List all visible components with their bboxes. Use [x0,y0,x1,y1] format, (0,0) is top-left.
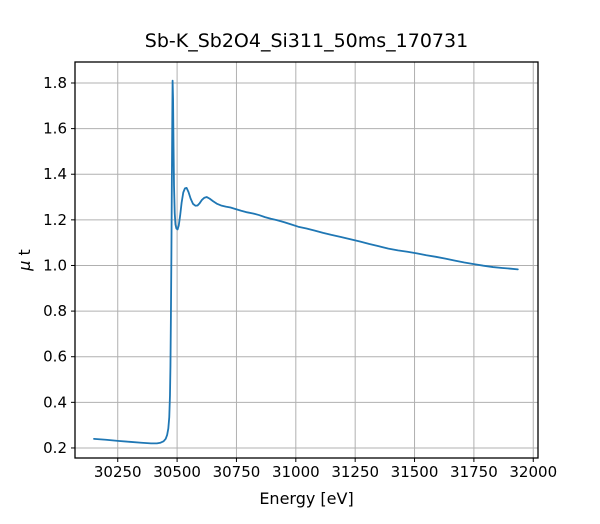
x-tick-label: 31750 [450,463,498,481]
y-axis-label-mu: μ [15,261,34,272]
plot-area [75,62,538,458]
y-tick-label: 1.2 [43,211,67,229]
axes-frame [74,61,539,459]
y-axis-label: μ t [15,249,34,272]
spectrum-line [93,79,519,445]
y-tick-label: 1.8 [43,74,67,92]
x-tick-label: 30250 [94,463,142,481]
y-tick-label: 0.8 [43,302,67,320]
y-tick-label: 0.6 [43,348,67,366]
y-tick-label: 1.6 [43,120,67,138]
x-tick-label: 31500 [391,463,439,481]
chart-title: Sb-K_Sb2O4_Si311_50ms_170731 [145,30,468,52]
y-tick-label: 0.2 [43,439,67,457]
x-tick-label: 30750 [213,463,261,481]
x-axis-label: Energy [eV] [259,489,353,508]
x-tick-label: 31000 [272,463,320,481]
x-tick-label: 30500 [153,463,201,481]
y-tick-label: 1.0 [43,256,67,274]
x-tick-label: 31250 [331,463,379,481]
y-tick-label: 1.4 [43,165,67,183]
y-tick-label: 0.4 [43,393,67,411]
y-axis-label-t: t [15,249,34,260]
x-tick-label: 32000 [509,463,557,481]
